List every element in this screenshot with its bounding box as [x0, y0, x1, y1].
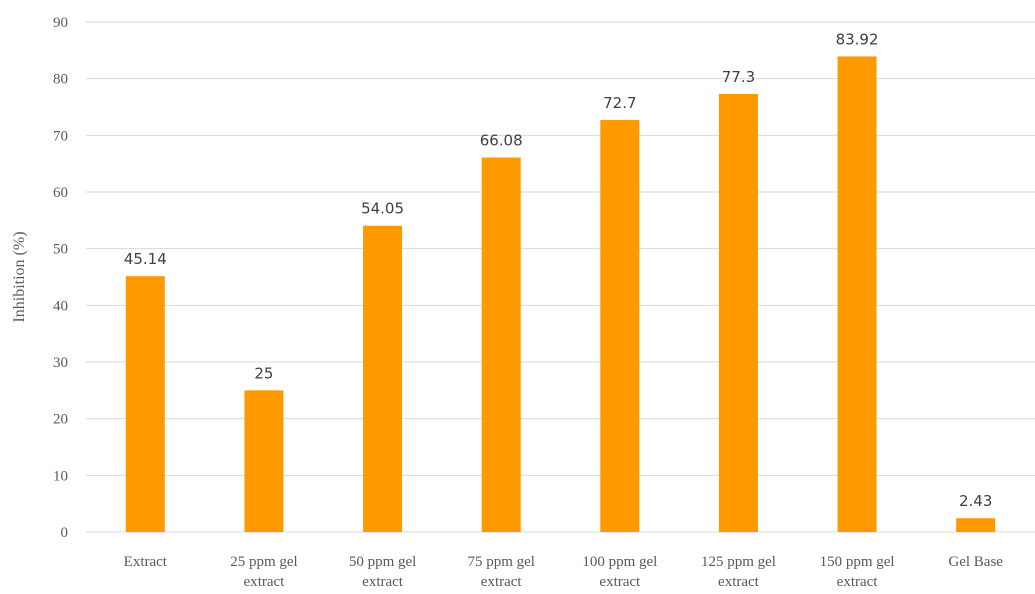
bar [244, 390, 284, 532]
bar [481, 157, 521, 532]
gridlines [86, 21, 1035, 533]
x-category-label: Extract [124, 554, 168, 570]
x-category-label: 150 ppm gel extract [820, 554, 895, 590]
data-label: 66.08 [480, 132, 523, 150]
x-category-label: 125 ppm gel extract [701, 554, 776, 590]
data-label: 83.92 [836, 30, 879, 48]
y-tick-label: 90 [53, 15, 68, 31]
x-category-label: 100 ppm gel extract [582, 554, 657, 590]
data-label: 2.43 [959, 492, 992, 510]
y-axis-ticks: 0 10 20 30 40 50 60 70 80 90 [53, 15, 68, 541]
y-tick-label: 10 [53, 468, 68, 484]
bar [837, 56, 877, 532]
x-category-label: 25 ppm gel extract [230, 554, 298, 590]
x-category-label: 50 ppm gel extract [349, 554, 417, 590]
data-label: 54.05 [361, 200, 404, 218]
x-category-label: 75 ppm gel extract [467, 554, 535, 590]
data-labels: 45.14 25 54.05 66.08 72.7 77.3 83.92 2.43 [124, 30, 993, 510]
y-tick-label: 30 [53, 355, 68, 371]
bar [125, 276, 165, 532]
bar [600, 120, 640, 533]
y-tick-label: 50 [53, 242, 68, 258]
y-tick-label: 20 [53, 412, 68, 428]
bar [718, 93, 758, 532]
y-tick-label: 80 [53, 72, 68, 88]
data-label: 72.7 [603, 94, 636, 112]
y-tick-label: 40 [53, 298, 68, 314]
y-tick-label: 70 [53, 128, 68, 144]
x-category-label: Gel Base [948, 554, 1003, 570]
y-axis-title: Inhibition (%) [11, 231, 28, 322]
bars [125, 56, 996, 533]
bar [363, 225, 403, 532]
bar [956, 518, 996, 532]
x-axis-categories: Extract 25 ppm gel extract 50 ppm gel extrac… [124, 554, 1004, 590]
data-label: 45.14 [124, 250, 167, 268]
y-tick-label: 60 [53, 185, 68, 201]
y-tick-label: 0 [61, 525, 69, 541]
data-label: 77.3 [722, 68, 755, 86]
data-label: 25 [254, 364, 273, 382]
